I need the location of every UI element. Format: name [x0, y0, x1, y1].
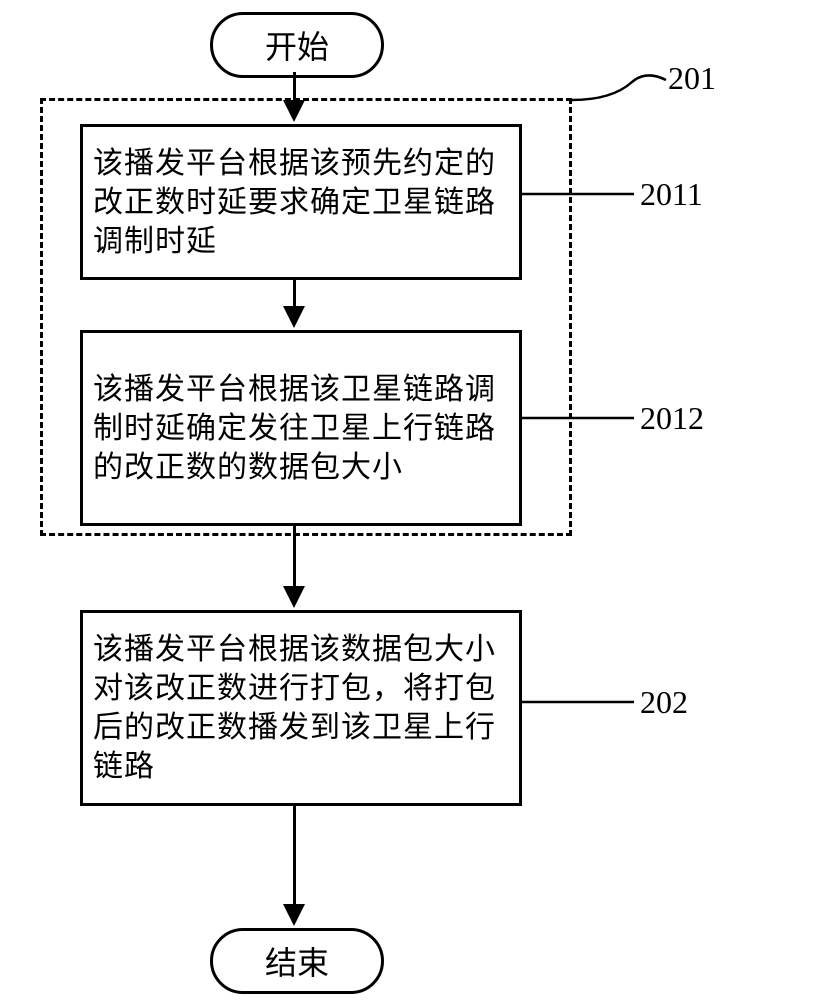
label-201: 201 [668, 60, 716, 97]
arrow-4-line [293, 806, 296, 906]
leader-201 [572, 60, 668, 104]
label-202: 202 [640, 684, 688, 721]
leader-2011 [522, 176, 638, 216]
arrow-2-head [283, 306, 305, 328]
terminal-end: 结束 [210, 928, 384, 994]
flowchart-canvas: 开始 该播发平台根据该预先约定的改正数时延要求确定卫星链路调制时延 该播发平台根… [0, 0, 828, 1000]
terminal-end-text: 结束 [265, 938, 329, 984]
box-202: 该播发平台根据该数据包大小对该改正数进行打包，将打包后的改正数播发到该卫星上行链… [80, 610, 522, 806]
box-2012-text: 该播发平台根据该卫星链路调制时延确定发往卫星上行链路的改正数的数据包大小 [93, 370, 509, 487]
label-2012: 2012 [640, 400, 704, 437]
box-2011: 该播发平台根据该预先约定的改正数时延要求确定卫星链路调制时延 [80, 124, 522, 280]
leader-2012 [522, 400, 638, 440]
terminal-start: 开始 [210, 12, 384, 78]
box-2012: 该播发平台根据该卫星链路调制时延确定发往卫星上行链路的改正数的数据包大小 [80, 330, 522, 526]
arrow-2-line [293, 280, 296, 308]
box-2011-text: 该播发平台根据该预先约定的改正数时延要求确定卫星链路调制时延 [93, 144, 509, 261]
terminal-start-text: 开始 [265, 22, 329, 68]
arrow-3-head [283, 586, 305, 608]
arrow-3-line [293, 526, 296, 588]
arrow-4-head [283, 904, 305, 926]
leader-202 [522, 684, 638, 724]
box-202-text: 该播发平台根据该数据包大小对该改正数进行打包，将打包后的改正数播发到该卫星上行链… [93, 630, 509, 786]
label-2011: 2011 [640, 176, 703, 213]
